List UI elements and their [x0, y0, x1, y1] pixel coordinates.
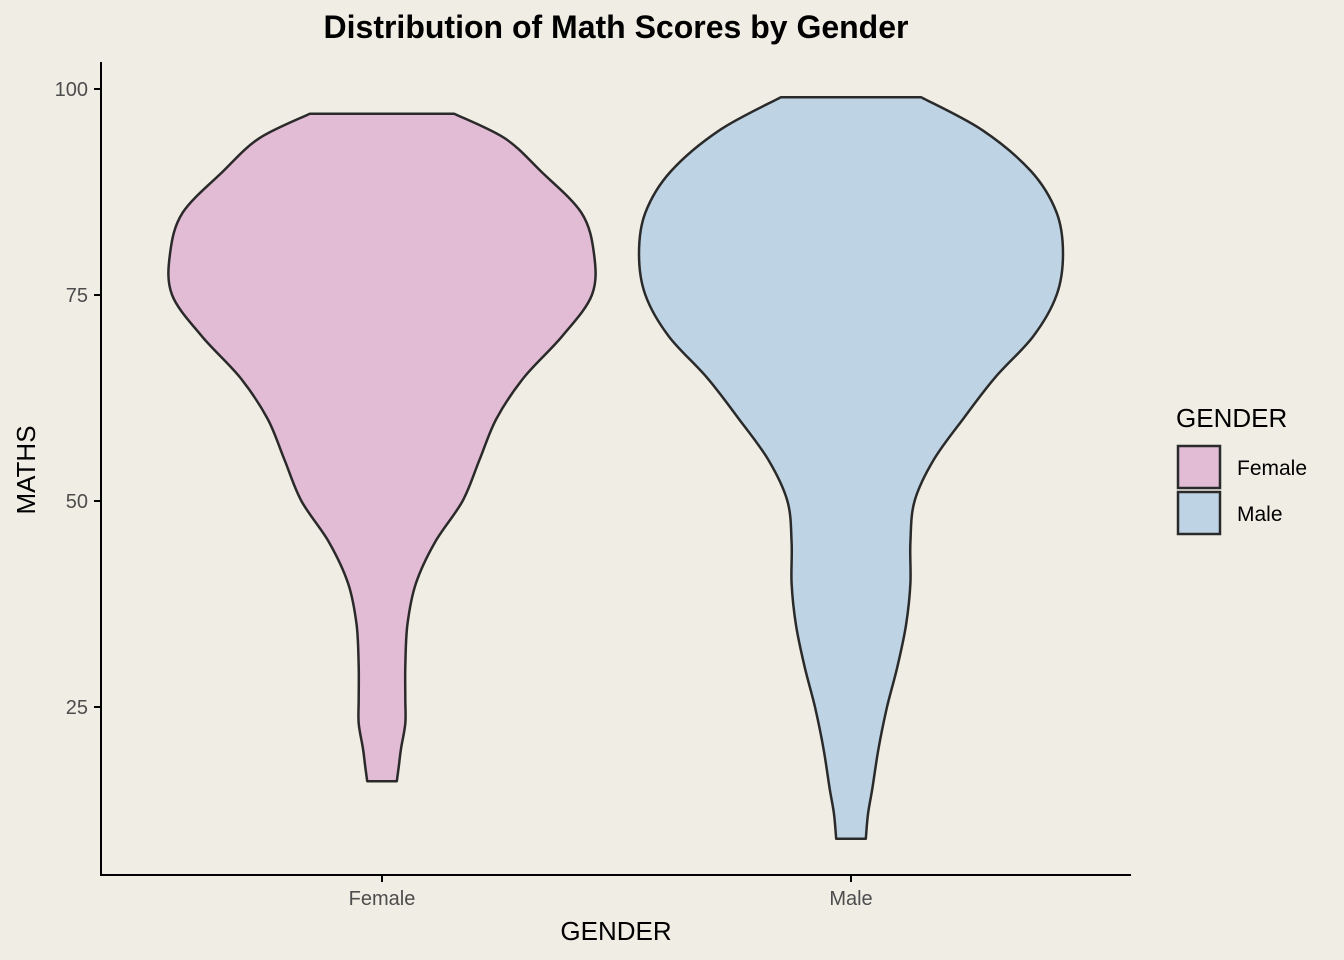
y-tick-label: 50 [66, 491, 88, 513]
violin-female [167, 112, 597, 783]
legend: GENDER Female Male [1176, 403, 1307, 536]
chart-title: Distribution of Math Scores by Gender [324, 9, 909, 45]
legend-label-male: Male [1237, 503, 1283, 526]
x-tick-label: Female [349, 888, 416, 910]
y-tick-label: 100 [55, 79, 88, 101]
legend-title: GENDER [1176, 403, 1287, 433]
legend-label-female: Female [1237, 457, 1307, 480]
violins-group [167, 95, 1065, 841]
legend-key-male [1176, 490, 1222, 536]
y-tick-label: 75 [66, 285, 88, 307]
x-tick-label: Male [829, 888, 872, 910]
y-ticks-group: 25 50 75 100 [55, 79, 101, 719]
y-axis-title: MATHS [11, 425, 41, 514]
violin-male [637, 95, 1065, 841]
x-axis-title: GENDER [560, 916, 671, 946]
legend-key-female [1176, 444, 1222, 490]
y-tick-label: 25 [66, 697, 88, 719]
x-ticks-group: Female Male [349, 875, 873, 910]
